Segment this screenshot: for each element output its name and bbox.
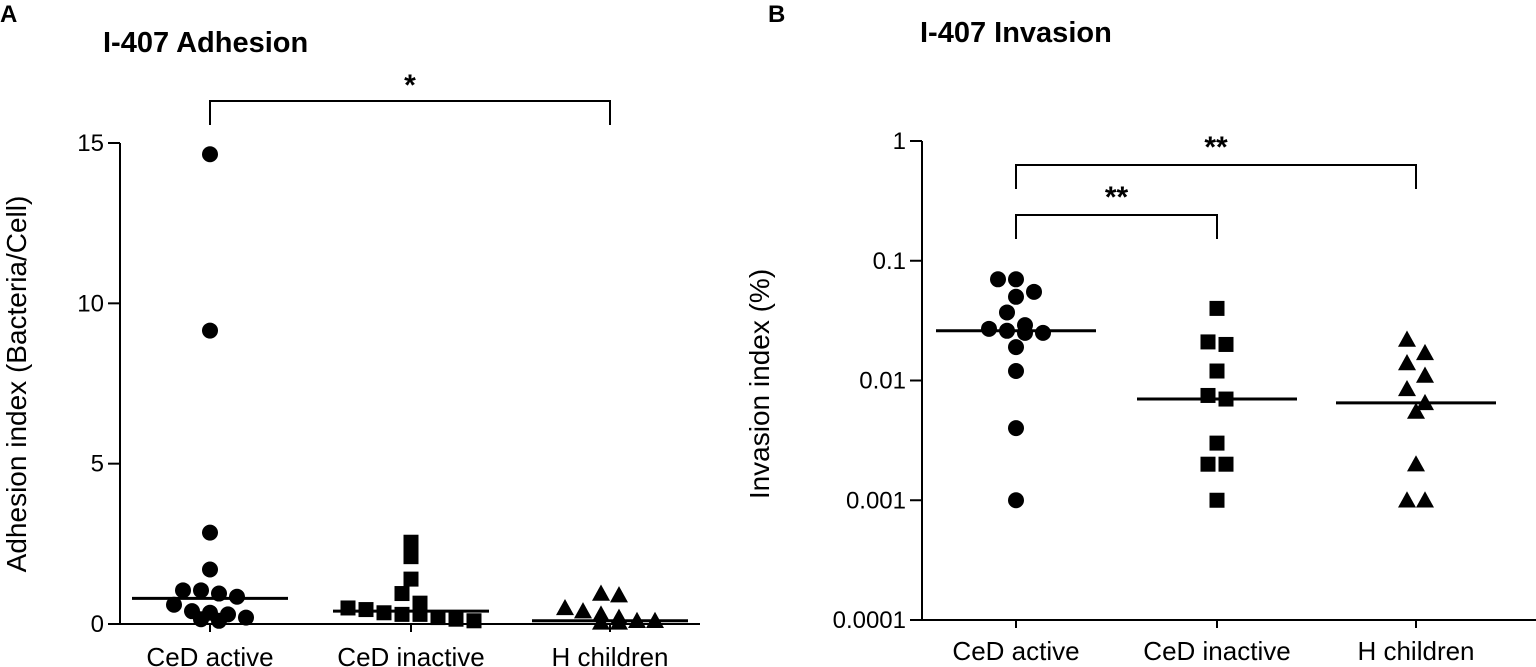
x-category-label: CeD inactive (337, 642, 484, 667)
data-point (592, 584, 610, 601)
y-tick-label: 5 (91, 451, 104, 478)
panel-b: B I-407 Invasion Invasion index (%) 0.00… (744, 1, 1536, 666)
data-point (202, 322, 218, 339)
data-point (340, 600, 356, 616)
data-point (175, 582, 191, 599)
data-point (1416, 491, 1434, 508)
y-tick-label: 0.01 (859, 368, 906, 395)
data-point (1008, 271, 1024, 288)
data-point (403, 549, 419, 565)
data-point (1008, 363, 1024, 380)
data-point (556, 598, 574, 616)
data-point (628, 611, 646, 628)
y-tick-label: 15 (77, 130, 104, 157)
x-category-label: H children (551, 642, 668, 667)
x-category-label: CeD inactive (1143, 636, 1290, 666)
data-point (646, 611, 664, 628)
data-point (1416, 343, 1434, 361)
data-point (1416, 393, 1434, 411)
data-point (1407, 402, 1425, 419)
data-point (610, 613, 628, 630)
data-point (592, 613, 610, 630)
data-point (1398, 379, 1416, 397)
data-point (376, 605, 392, 621)
data-point (202, 524, 218, 541)
data-point (466, 613, 482, 629)
y-axis-title-a: Adhesion index (Bacteria/Cell) (1, 196, 32, 573)
data-point (574, 602, 592, 619)
y-tick-label: 10 (77, 290, 104, 317)
significance-bracket (1015, 214, 1218, 239)
y-tick-label: 0.0001 (833, 607, 906, 634)
data-point (1017, 324, 1033, 341)
chart-title-adhesion: I-407 Adhesion (103, 27, 308, 59)
data-point (211, 585, 227, 602)
data-point (1209, 300, 1225, 316)
data-point (1200, 334, 1216, 350)
y-axis-title-b: Invasion index (%) (744, 269, 775, 499)
data-point (1218, 456, 1234, 472)
data-point (1200, 387, 1216, 403)
y-tick-label: 0.001 (846, 487, 906, 514)
data-point (202, 146, 218, 163)
data-point (202, 561, 218, 578)
data-point (1398, 491, 1416, 508)
data-point (999, 304, 1015, 321)
data-point (166, 596, 182, 613)
data-point (1209, 435, 1225, 451)
data-point (403, 534, 419, 550)
significance-label: * (404, 69, 416, 102)
data-point (1407, 455, 1425, 472)
data-point (412, 606, 428, 622)
data-point (430, 610, 446, 626)
data-point (1209, 363, 1225, 379)
data-point (394, 586, 410, 602)
data-point (1218, 336, 1234, 352)
data-point (610, 586, 628, 603)
data-point (1218, 391, 1234, 407)
data-point (1209, 492, 1225, 508)
data-point (1008, 492, 1024, 509)
panel-letter-b: B (768, 1, 785, 28)
significance-label: ** (1204, 131, 1228, 164)
data-point (229, 588, 245, 605)
data-point (999, 322, 1015, 339)
chart-title-invasion: I-407 Invasion (920, 17, 1112, 49)
data-point (1008, 420, 1024, 437)
significance-bracket (1015, 164, 1417, 189)
x-category-label: H children (1357, 636, 1474, 666)
data-point (448, 611, 464, 627)
significance-bracket (209, 100, 611, 125)
y-tick-label: 1 (893, 128, 906, 155)
data-point (1008, 288, 1024, 305)
data-point (238, 609, 254, 626)
data-point (1416, 366, 1434, 383)
data-point (981, 320, 997, 337)
data-point (1398, 330, 1416, 347)
data-point (1026, 283, 1042, 300)
data-point (1008, 339, 1024, 356)
data-point (358, 602, 374, 618)
y-tick-label: 0.1 (873, 248, 906, 275)
x-category-label: CeD active (146, 642, 273, 667)
data-point (394, 606, 410, 622)
data-point (990, 271, 1006, 288)
data-point (1035, 324, 1051, 341)
data-point (1200, 456, 1216, 472)
data-point (403, 571, 419, 587)
data-point (193, 611, 209, 628)
y-tick-label: 0 (91, 611, 104, 638)
data-point (193, 582, 209, 599)
significance-label: ** (1105, 181, 1129, 214)
panel-letter-a: A (0, 1, 17, 28)
data-point (211, 612, 227, 629)
x-category-label: CeD active (952, 636, 1079, 666)
data-point (1398, 354, 1416, 371)
panel-a: A I-407 Adhesion Adhesion index (Bacteri… (0, 1, 700, 667)
